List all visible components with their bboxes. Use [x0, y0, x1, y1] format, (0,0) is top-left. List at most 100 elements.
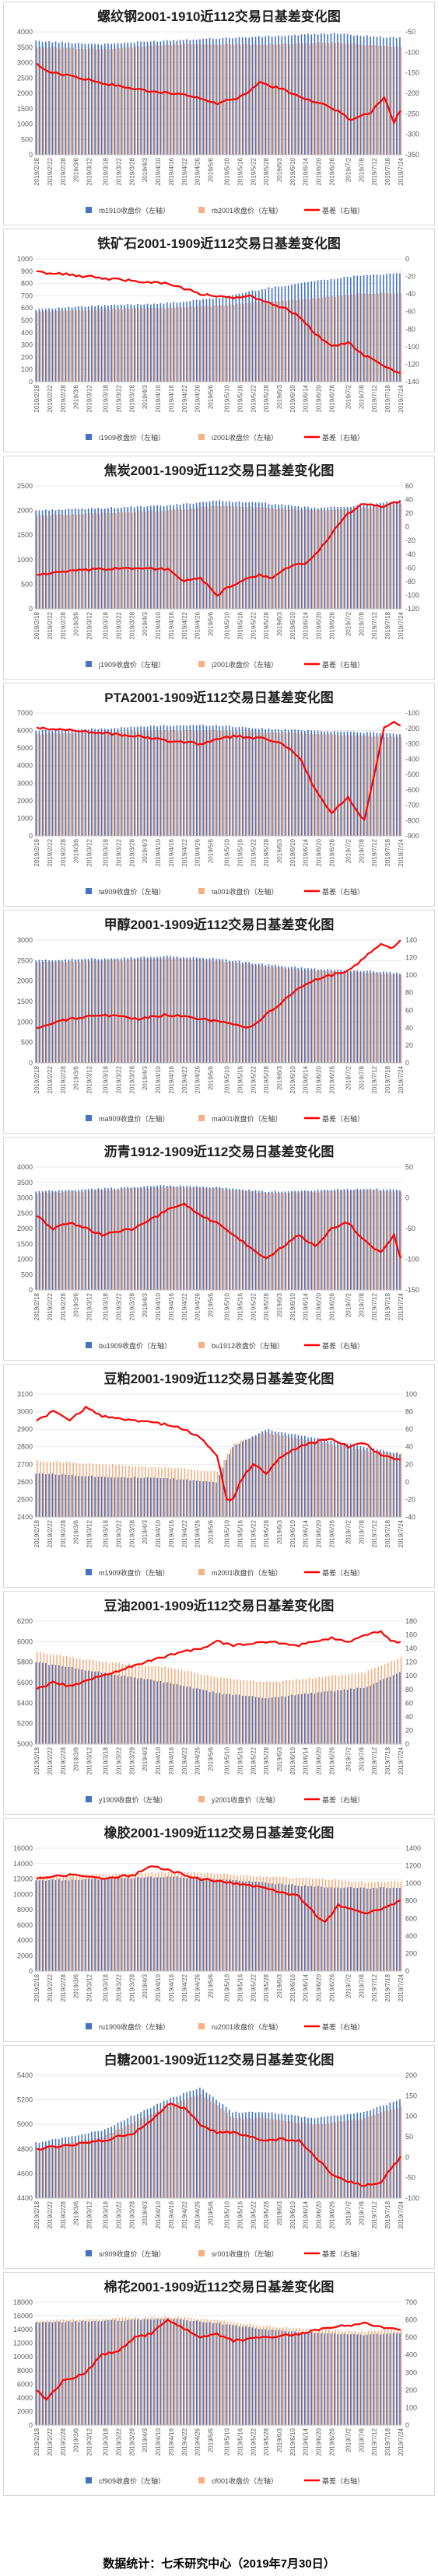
bar-right-contract: [157, 729, 159, 836]
bar-right-contract: [394, 736, 395, 836]
bar-right-contract: [259, 966, 261, 1063]
bar-left-contract: [222, 725, 224, 836]
legend-basis-label: 基差（右轴）: [322, 1341, 364, 1350]
bar-left-contract: [310, 968, 313, 1063]
bar-right-contract: [111, 1874, 114, 1971]
x-tick-label: 2019/5/10: [224, 611, 231, 639]
bar-left-contract: [399, 273, 401, 382]
bar-right-contract: [358, 735, 359, 836]
bar-right-contract: [354, 509, 356, 609]
bar-right-contract: [338, 2120, 340, 2198]
bar-right-contract: [53, 47, 54, 156]
y-left-tick-label: 2700: [17, 1460, 33, 1468]
bar-left-contract: [61, 509, 63, 609]
y-left-tick-label: 2000: [17, 1952, 33, 1959]
bar-left-contract: [146, 726, 149, 836]
bar-right-contract: [161, 1872, 163, 1971]
bar-right-contract: [79, 962, 81, 1063]
bar-left-contract: [68, 42, 70, 156]
bar-left-contract: [91, 306, 93, 382]
bar-left-contract: [173, 725, 175, 836]
bar-right-contract: [187, 2098, 189, 2198]
bar-right-contract: [237, 1875, 238, 1971]
x-tick-label: 2019/7/24: [398, 1292, 405, 1320]
bar-right-contract: [197, 2095, 199, 2198]
bar-left-contract: [337, 33, 338, 156]
bar-right-contract: [92, 2138, 94, 2198]
bar-left-contract: [87, 2321, 89, 2425]
bar-left-contract: [100, 2321, 103, 2425]
bar-left-contract: [265, 2112, 267, 2198]
bar-left-contract: [143, 2109, 145, 2198]
bar-right-contract: [167, 1467, 170, 1517]
bar-left-contract: [366, 732, 368, 836]
bar-left-contract: [346, 2113, 349, 2198]
bar-left-contract: [127, 727, 129, 836]
x-tick-label: 2019/5/10: [224, 2427, 231, 2455]
bar-right-contract: [145, 1466, 146, 1517]
x-tick-label: 2019/3/18: [103, 1292, 110, 1320]
bar-right-contract: [191, 1187, 192, 1290]
bar-right-contract: [203, 2318, 205, 2425]
bar-right-contract: [348, 295, 349, 382]
bar-left-contract: [54, 1190, 57, 1290]
x-tick-label: 2019/4/16: [168, 1065, 175, 1093]
bar-left-contract: [337, 1441, 338, 1517]
y-right-tick-label: -60: [405, 308, 415, 316]
bar-left-contract: [68, 1880, 70, 1971]
bar-right-contract: [282, 1435, 284, 1517]
bar-left-contract: [189, 1186, 191, 1290]
bar-right-contract: [138, 959, 140, 1063]
bar-left-contract: [300, 2332, 303, 2425]
bar-left-contract: [156, 304, 158, 382]
bar-left-contract: [58, 509, 60, 609]
bar-left-contract: [333, 1442, 335, 1517]
bar-left-contract: [159, 505, 162, 609]
bar-left-contract: [173, 505, 175, 609]
bar-left-contract: [38, 510, 40, 609]
bar-right-contract: [256, 1193, 258, 1290]
bar-left-contract: [254, 502, 257, 609]
bar-left-contract: [317, 2117, 319, 2198]
bar-right-contract: [180, 509, 183, 609]
bar-left-contract: [229, 2109, 230, 2198]
bar-right-contract: [391, 973, 392, 1063]
bar-right-contract: [348, 972, 349, 1063]
bar-right-contract: [46, 962, 48, 1063]
bar-right-contract: [115, 309, 117, 382]
bar-left-contract: [45, 2322, 47, 2425]
bar-left-contract: [166, 1186, 168, 1290]
bar-left-contract: [307, 1693, 309, 1744]
x-tick-label: 2019/7/12: [371, 2200, 378, 2228]
bar-left-contract: [156, 1681, 158, 1744]
bar-right-contract: [99, 309, 100, 382]
bar-right-contract: [177, 2102, 179, 2198]
bar-left-contract: [291, 2331, 293, 2425]
bar-left-contract: [297, 1190, 300, 1290]
bar-left-contract: [97, 729, 100, 836]
bar-left-contract: [140, 304, 142, 382]
bar-right-contract: [249, 2117, 251, 2198]
bar-left-contract: [58, 1665, 60, 1744]
bar-left-contract: [91, 1475, 93, 1517]
bar-right-contract: [135, 46, 137, 156]
x-tick-label: 2019/6/20: [316, 1292, 323, 1320]
legend-basis-label: 基差（右轴）: [322, 1114, 364, 1123]
bar-right-contract: [348, 1673, 349, 1744]
bar-right-contract: [210, 1873, 212, 1971]
bar-right-contract: [384, 1664, 386, 1744]
bar-right-contract: [200, 1470, 202, 1517]
bar-right-contract: [138, 1466, 140, 1517]
y-left-tick-label: 6200: [17, 1617, 33, 1625]
bar-right-contract: [128, 1465, 130, 1517]
bar-left-contract: [373, 503, 375, 609]
bar-left-contract: [238, 293, 240, 382]
bar-right-contract: [213, 2102, 215, 2198]
bar-left-contract: [356, 35, 359, 156]
bar-left-contract: [133, 2115, 135, 2198]
x-tick-label: 2019/7/8: [358, 1519, 365, 1544]
bar-right-contract: [315, 1192, 317, 1290]
bar-right-contract: [62, 2319, 65, 2425]
bar-left-contract: [170, 505, 171, 609]
bar-right-contract: [246, 1680, 248, 1744]
